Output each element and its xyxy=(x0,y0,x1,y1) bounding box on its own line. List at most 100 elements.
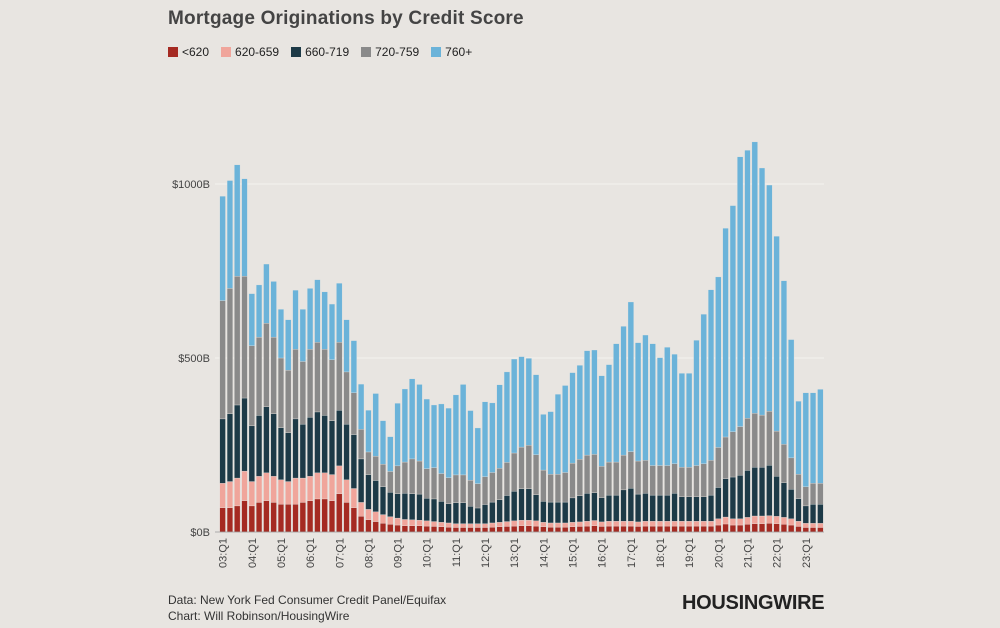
bar-segment xyxy=(598,497,605,523)
bar-segment xyxy=(285,432,292,482)
bar-segment xyxy=(358,458,365,503)
bar-segment xyxy=(802,392,809,487)
bar-segment xyxy=(751,467,758,517)
bar-segment xyxy=(759,167,766,416)
bar-segment xyxy=(321,498,328,533)
legend-label: 760+ xyxy=(445,45,473,59)
bar-segment xyxy=(737,475,744,519)
bar-segment xyxy=(328,359,335,421)
bar-segment xyxy=(795,474,802,499)
bar-segment xyxy=(744,150,751,419)
bar-segment xyxy=(678,496,685,522)
data-source: Data: New York Fed Consumer Credit Panel… xyxy=(168,593,447,607)
bar-segment xyxy=(569,522,576,527)
bar-segment xyxy=(554,474,561,503)
bar-segment xyxy=(635,521,642,527)
bar-segment xyxy=(751,523,758,533)
bar-segment xyxy=(817,523,824,528)
bar-segment xyxy=(372,511,379,522)
bar-segment xyxy=(431,467,438,500)
bar-segment xyxy=(649,525,656,533)
bar-segment xyxy=(241,470,248,501)
bar-segment xyxy=(314,411,321,473)
bar-segment xyxy=(358,383,365,430)
bar-segment xyxy=(241,276,248,399)
bar-segment xyxy=(423,520,430,527)
bar-segment xyxy=(751,413,758,468)
bar-segment xyxy=(810,392,817,484)
bar-segment xyxy=(219,418,226,484)
bar-segment xyxy=(292,477,299,505)
bar-segment xyxy=(445,477,452,504)
bar-segment xyxy=(343,423,350,480)
bar-segment xyxy=(751,141,758,414)
bar-segment xyxy=(627,451,634,489)
bar-segment xyxy=(482,504,489,524)
bar-segment xyxy=(372,393,379,457)
bar-segment xyxy=(642,460,649,494)
bar-segment xyxy=(788,489,795,519)
bar-segment xyxy=(248,481,255,507)
bar-segment xyxy=(693,340,700,466)
bar-segment xyxy=(445,407,452,478)
bar-segment xyxy=(576,459,583,496)
bar-segment xyxy=(380,463,387,487)
bar-segment xyxy=(511,520,518,527)
bar-segment xyxy=(605,494,612,522)
bar-segment xyxy=(467,506,474,524)
bar-segment xyxy=(722,523,729,533)
bar-segment xyxy=(263,323,270,407)
bar-segment xyxy=(759,414,766,468)
bar-segment xyxy=(693,521,700,527)
bar-segment xyxy=(649,494,656,522)
bar-segment xyxy=(729,205,736,432)
bar-segment xyxy=(708,460,715,496)
bar-segment xyxy=(387,492,394,517)
bar-segment xyxy=(613,525,620,533)
bar-segment xyxy=(328,303,335,360)
bar-segment xyxy=(358,516,365,533)
bar-segment xyxy=(314,279,321,343)
bar-segment xyxy=(780,482,787,518)
bar-segment xyxy=(277,504,284,533)
bar-segment xyxy=(248,293,255,346)
bar-segment xyxy=(576,365,583,460)
bar-segment xyxy=(533,374,540,455)
bar-segment xyxy=(321,415,328,473)
bar-segment xyxy=(540,469,547,502)
bar-segment xyxy=(780,524,787,533)
bar-segment xyxy=(365,474,372,510)
bar-segment xyxy=(635,342,642,462)
bar-segment xyxy=(380,523,387,533)
bar-segment xyxy=(401,519,408,526)
x-tick-label: 21:Q1 xyxy=(742,538,754,568)
bar-segment xyxy=(729,431,736,478)
chart-title: Mortgage Originations by Credit Score xyxy=(168,8,524,29)
bar-segment xyxy=(328,420,335,475)
bar-segment xyxy=(642,521,649,527)
bar-segment xyxy=(751,515,758,524)
bar-segment xyxy=(605,461,612,496)
bar-segment xyxy=(773,430,780,477)
bar-segment xyxy=(511,358,518,454)
x-tick-label: 07:Q1 xyxy=(334,538,346,568)
y-tick-label: $1000B xyxy=(172,179,210,191)
bar-segment xyxy=(715,518,722,526)
bar-segment xyxy=(314,498,321,533)
bar-segment xyxy=(270,476,277,503)
bar-segment xyxy=(423,525,430,533)
bar-segment xyxy=(686,496,693,522)
bar-segment xyxy=(693,465,700,497)
bar-segment xyxy=(795,400,802,475)
bar-segment xyxy=(372,480,379,512)
x-tick-label: 23:Q1 xyxy=(801,538,813,568)
bar-segment xyxy=(431,404,438,468)
bar-segment xyxy=(219,507,226,533)
bar-segment xyxy=(474,483,481,509)
bar-segment xyxy=(591,349,598,455)
legend-item: 720-759 xyxy=(361,45,419,59)
bar-segment xyxy=(715,276,722,448)
bar-segment xyxy=(722,516,729,525)
source-note: Data: New York Fed Consumer Credit Panel… xyxy=(168,592,446,624)
bar-segment xyxy=(380,420,387,465)
